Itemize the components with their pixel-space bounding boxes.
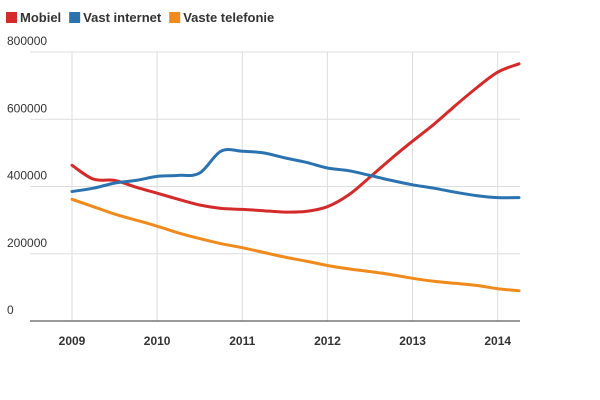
y-axis-ticks: 0 200000 400000 600000 800000: [7, 34, 47, 317]
y-tick-label: 400000: [7, 169, 47, 183]
legend-label-vast-internet[interactable]: Vast internet: [83, 10, 162, 25]
legend-swatch-mobiel: [6, 12, 17, 23]
legend-label-vaste-telefonie[interactable]: Vaste telefonie: [183, 10, 274, 25]
x-tick-label: 2012: [314, 334, 341, 348]
x-tick-label: 2011: [229, 334, 255, 348]
x-tick-label: 2014: [484, 334, 511, 348]
legend-swatch-vast-internet: [69, 12, 81, 23]
x-axis-ticks: 2009 2010 2011 2012 2013 2014: [59, 334, 512, 348]
x-tick-label: 2013: [399, 334, 426, 348]
series-lines: [70, 62, 521, 293]
series-line-vast-internet[interactable]: [70, 148, 521, 200]
legend-swatch-vaste-telefonie: [169, 12, 181, 23]
x-tick-label: 2009: [59, 334, 86, 348]
y-tick-label: 200000: [7, 236, 47, 250]
legend: Mobiel Vast internet Vaste telefonie: [6, 10, 274, 25]
legend-label-mobiel[interactable]: Mobiel: [20, 10, 61, 25]
y-tick-label: 0: [7, 303, 14, 317]
x-tick-label: 2010: [144, 334, 171, 348]
y-tick-label: 600000: [7, 101, 47, 115]
series-line-vaste-telefonie[interactable]: [70, 197, 521, 293]
series-line-mobiel[interactable]: [70, 62, 521, 214]
y-tick-label: 800000: [7, 34, 47, 48]
